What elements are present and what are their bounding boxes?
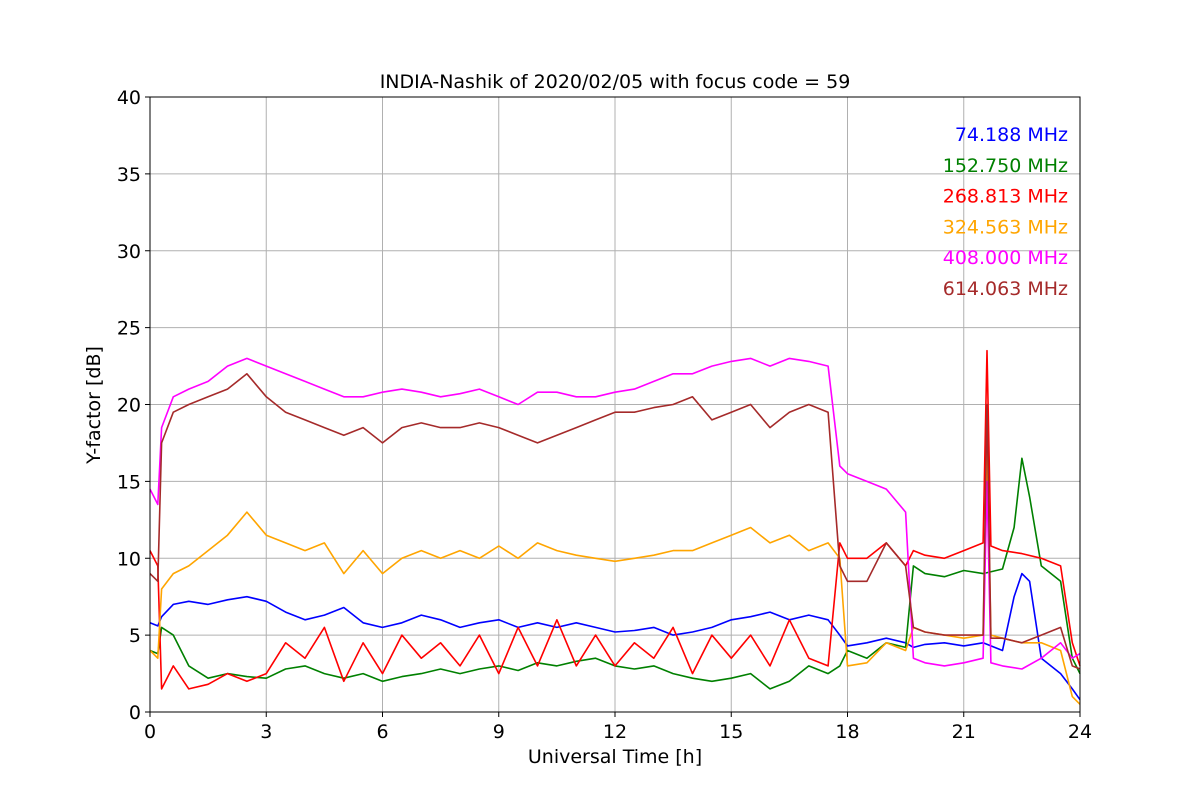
x-tick-label: 12 [603, 721, 627, 743]
x-axis-label: Universal Time [h] [528, 746, 702, 768]
x-tick-label: 3 [260, 721, 272, 743]
x-tick-label: 18 [835, 721, 859, 743]
y-axis: 0 5 10 15 20 25 30 35 40 [117, 87, 150, 724]
y-tick-label: 0 [129, 702, 141, 724]
y-tick-label: 10 [117, 548, 141, 570]
x-tick-label: 24 [1068, 721, 1092, 743]
y-tick-label: 30 [117, 241, 141, 263]
series-layer [149, 349, 1081, 705]
x-tick-label: 9 [493, 721, 505, 743]
y-tick-label: 20 [117, 395, 141, 417]
y-tick-label: 35 [117, 164, 141, 186]
legend-entry: 614.063 MHz [943, 278, 1068, 300]
legend-entry: 268.813 MHz [943, 186, 1068, 208]
series-line-2 [149, 349, 1081, 690]
legend: 74.188 MHz 152.750 MHz 268.813 MHz 324.563 … [943, 124, 1068, 300]
y-tick-label: 15 [117, 471, 141, 493]
grid [149, 96, 1081, 713]
x-tick-label: 21 [952, 721, 976, 743]
series-line-4 [149, 357, 1081, 670]
x-axis: 0 3 6 9 12 15 18 21 24 [144, 712, 1092, 743]
legend-entry: 324.563 MHz [943, 216, 1068, 238]
x-tick-label: 6 [376, 721, 388, 743]
legend-entry: 408.000 MHz [943, 247, 1068, 269]
series-line-5 [149, 372, 1081, 670]
y-tick-label: 5 [129, 625, 141, 647]
y-tick-label: 25 [117, 318, 141, 340]
legend-entry: 74.188 MHz [955, 124, 1068, 146]
x-tick-label: 0 [144, 721, 156, 743]
y-tick-label: 40 [117, 87, 141, 109]
y-axis-label: Y-factor [dB] [83, 346, 105, 465]
series-line-3 [149, 442, 1081, 705]
legend-entry: 152.750 MHz [943, 155, 1068, 177]
series-line-1 [149, 457, 1081, 690]
x-tick-label: 15 [719, 721, 743, 743]
chart-title: INDIA-Nashik of 2020/02/05 with focus co… [380, 71, 851, 93]
series-line-0 [149, 572, 1081, 701]
